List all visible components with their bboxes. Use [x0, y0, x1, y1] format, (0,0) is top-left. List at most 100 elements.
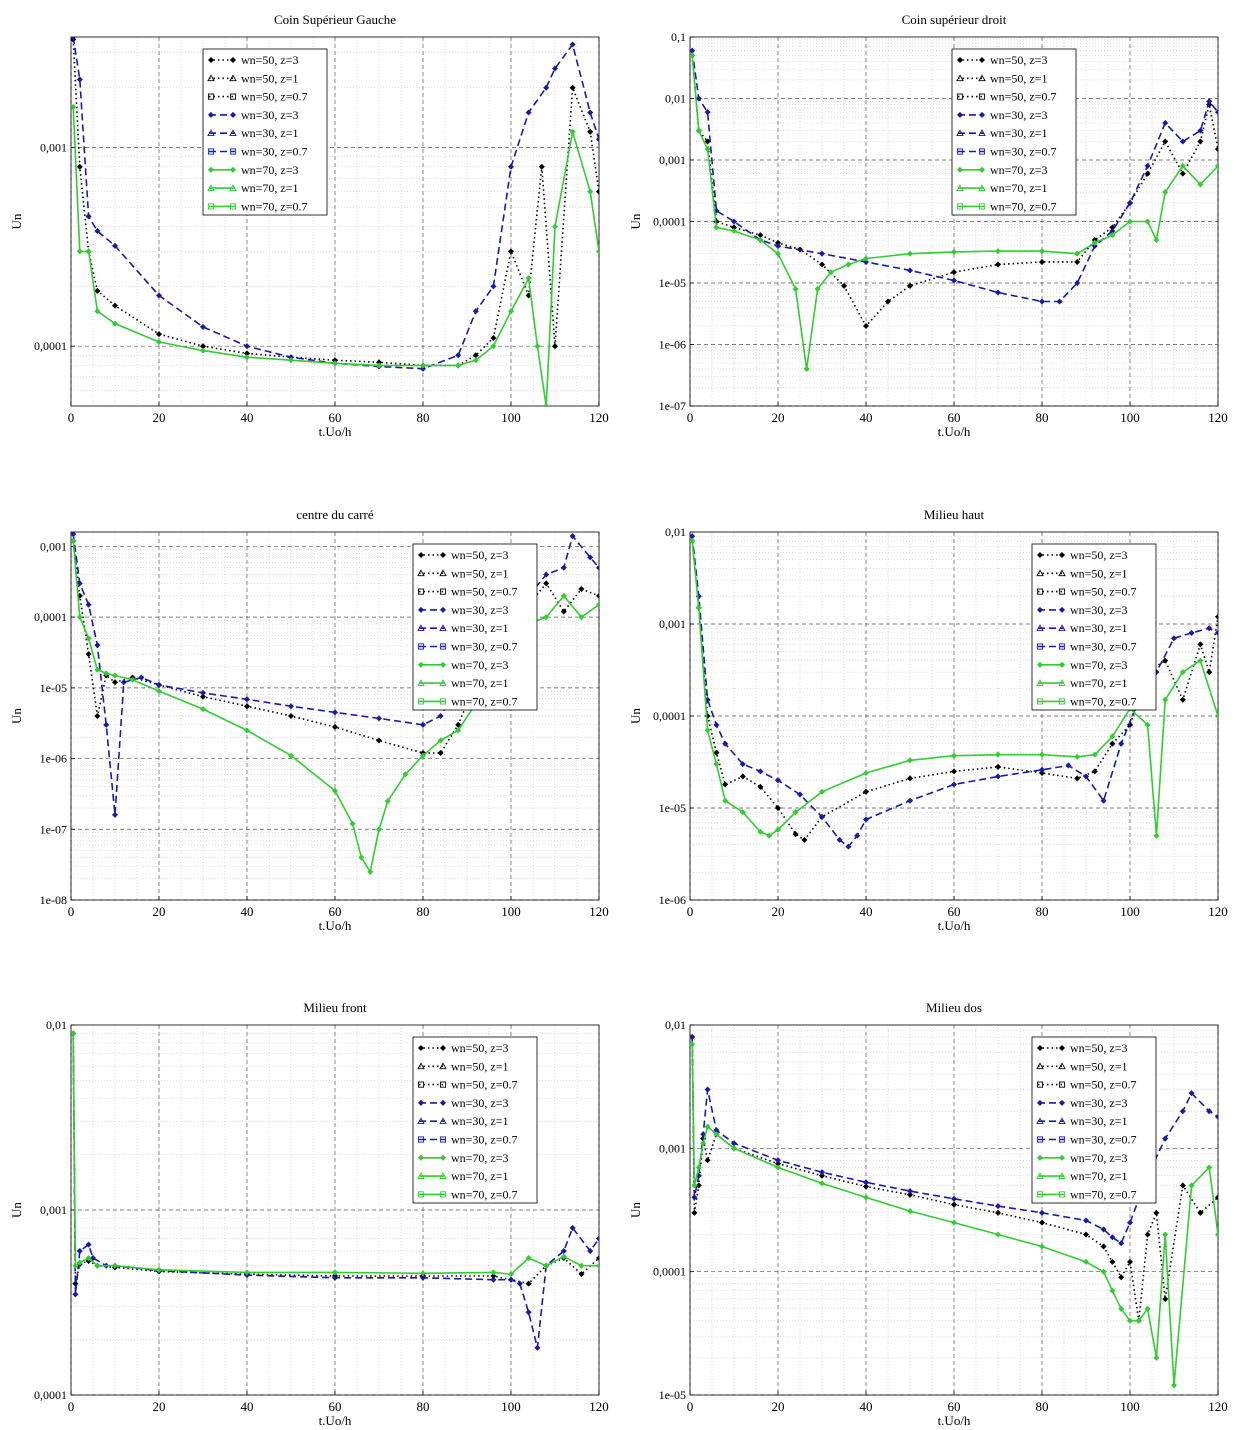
data-point	[862, 258, 870, 265]
data-point	[578, 1262, 585, 1269]
data-point	[1109, 740, 1116, 747]
data-point	[76, 1259, 83, 1266]
legend-label: wn=30, z=3	[451, 603, 509, 617]
data-point	[243, 354, 251, 361]
data-point	[722, 781, 729, 788]
chart-panel-2: 0 20 40 60 80 100 120 1e-07 1e-06 1e-05 0,0001 0,00…	[628, 12, 1228, 439]
data-point	[1038, 1243, 1046, 1250]
data-point	[814, 285, 821, 292]
x-tick-label: 0	[687, 410, 694, 425]
y-tick-label: 1e-06	[659, 893, 686, 907]
data-point	[1179, 1108, 1186, 1115]
legend-entry: wn=70, z=0.7	[207, 199, 308, 213]
x-tick-label: 60	[329, 1399, 342, 1414]
data-point	[595, 601, 599, 608]
legend-entry: wn=30, z=0.7	[417, 1133, 518, 1147]
data-point	[111, 302, 119, 309]
legend-entry: wn=50, z=0.7	[417, 1078, 518, 1092]
data-point	[560, 1253, 567, 1260]
legend-label: wn=30, z=3	[990, 108, 1048, 122]
data-point	[1082, 1258, 1090, 1265]
x-tick-label: 100	[1120, 1399, 1140, 1414]
data-point	[757, 236, 764, 244]
data-point	[155, 331, 163, 338]
legend-entry: wn=70, z=0.7	[417, 1187, 518, 1201]
data-point	[569, 41, 576, 48]
data-point	[76, 248, 83, 255]
data-point	[331, 723, 339, 730]
data-point	[1197, 138, 1204, 145]
data-point	[111, 320, 119, 327]
legend-entry: wn=30, z=1	[207, 126, 299, 140]
data-point	[1144, 1231, 1151, 1238]
data-point	[1038, 769, 1046, 777]
data-point	[472, 357, 479, 364]
data-point	[287, 357, 295, 364]
legend: wn=50, z=3 wn=50, z=1 wn=50, z=0.7 wn=30, z…	[412, 1036, 538, 1204]
data-point	[704, 1086, 711, 1093]
legend: wn=50, z=3 wn=50, z=1 wn=50, z=0.7 wn=30, z…	[951, 48, 1077, 216]
data-point	[243, 703, 251, 710]
data-point	[1038, 1209, 1046, 1216]
data-point	[1179, 696, 1186, 703]
x-tick-label: 20	[772, 410, 785, 425]
x-tick-label: 80	[1036, 1399, 1049, 1414]
data-point	[1100, 1226, 1107, 1233]
y-axis-label: Un	[628, 1202, 643, 1218]
legend-entry: wn=30, z=0.7	[1036, 640, 1137, 654]
data-point	[704, 1123, 711, 1130]
legend-entry: wn=50, z=3	[417, 548, 509, 562]
data-point	[691, 1209, 698, 1216]
data-point	[525, 1309, 532, 1316]
legend-entry: wn=30, z=3	[1036, 603, 1128, 617]
legend-label: wn=30, z=0.7	[990, 145, 1057, 159]
legend-entry: wn=70, z=3	[1036, 1151, 1128, 1165]
y-tick-label: 0,01	[46, 1018, 67, 1032]
legend-entry: wn=50, z=1	[417, 1059, 509, 1073]
data-point	[1162, 657, 1169, 664]
data-point	[774, 804, 782, 812]
data-point	[71, 103, 77, 110]
data-point	[437, 712, 444, 720]
data-point	[695, 95, 702, 102]
legend-label: wn=50, z=3	[990, 53, 1048, 67]
data-point	[1179, 1182, 1186, 1189]
data-point	[199, 693, 207, 700]
data-point	[757, 768, 764, 775]
y-axis-label: Un	[628, 213, 643, 229]
data-point	[792, 831, 799, 838]
data-point	[85, 651, 92, 658]
legend-entry: wn=30, z=1	[417, 621, 509, 635]
data-point	[1074, 775, 1081, 782]
data-point	[595, 564, 599, 571]
data-point	[1038, 751, 1046, 758]
data-point	[111, 672, 119, 679]
data-point	[1214, 1113, 1218, 1120]
legend-entry: wn=70, z=3	[417, 1151, 509, 1165]
data-point	[818, 813, 826, 820]
x-tick-label: 100	[501, 904, 521, 919]
y-tick-label: 1e-05	[659, 801, 686, 815]
data-point	[587, 128, 594, 135]
data-point	[994, 248, 1002, 255]
chart-title: Coin Supérieur Gauche	[274, 12, 396, 27]
data-point	[375, 362, 383, 369]
data-point	[757, 828, 764, 835]
legend-label: wn=50, z=0.7	[451, 585, 518, 599]
legend-entry: wn=30, z=1	[417, 1114, 509, 1128]
data-point	[111, 242, 119, 249]
data-point	[1206, 98, 1213, 105]
data-point	[94, 227, 101, 235]
data-point	[1162, 189, 1169, 196]
data-point	[690, 1033, 696, 1040]
data-point	[94, 712, 101, 720]
data-point	[1038, 766, 1046, 773]
data-point	[402, 771, 409, 778]
x-tick-label: 80	[1036, 410, 1049, 425]
data-point	[1206, 625, 1213, 632]
legend-label: wn=50, z=1	[451, 566, 509, 580]
data-point	[906, 1191, 914, 1198]
data-point	[455, 352, 462, 359]
data-point	[1065, 762, 1072, 769]
data-point	[827, 269, 834, 276]
